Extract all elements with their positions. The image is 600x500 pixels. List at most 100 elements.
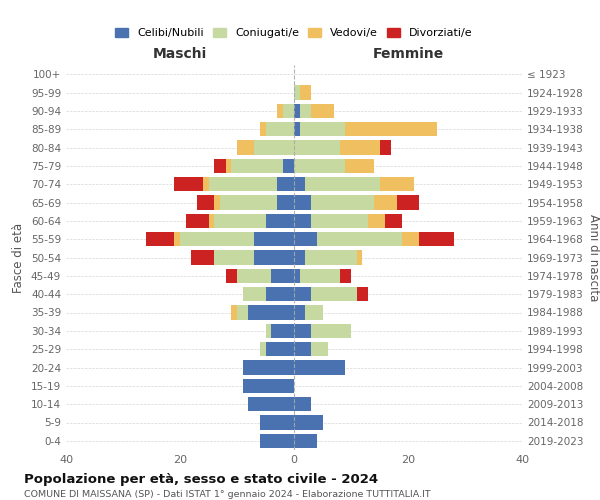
Bar [294, 158, 346, 173]
Bar [248, 397, 294, 411]
Bar [214, 250, 254, 264]
Bar [242, 360, 294, 374]
Bar [374, 196, 397, 209]
Bar [397, 196, 419, 209]
Bar [294, 177, 305, 192]
Bar [214, 158, 226, 173]
Bar [368, 214, 385, 228]
Bar [146, 232, 175, 246]
Bar [277, 196, 294, 209]
Bar [311, 214, 368, 228]
Bar [294, 140, 340, 154]
Bar [385, 214, 403, 228]
Bar [300, 268, 340, 283]
Bar [294, 434, 317, 448]
Bar [305, 250, 356, 264]
Bar [294, 360, 346, 374]
Bar [203, 177, 209, 192]
Bar [214, 214, 265, 228]
Bar [283, 104, 294, 118]
Bar [175, 232, 180, 246]
Bar [305, 306, 323, 320]
Bar [237, 306, 248, 320]
Bar [186, 214, 209, 228]
Bar [254, 140, 294, 154]
Bar [220, 196, 277, 209]
Bar [260, 416, 294, 430]
Bar [311, 196, 374, 209]
Bar [283, 158, 294, 173]
Bar [248, 306, 294, 320]
Bar [294, 250, 305, 264]
Bar [305, 177, 380, 192]
Bar [294, 287, 311, 302]
Bar [294, 232, 317, 246]
Bar [419, 232, 454, 246]
Text: COMUNE DI MAISSANA (SP) - Dati ISTAT 1° gennaio 2024 - Elaborazione TUTTITALIA.I: COMUNE DI MAISSANA (SP) - Dati ISTAT 1° … [24, 490, 431, 499]
Bar [294, 86, 300, 100]
Bar [300, 86, 311, 100]
Bar [403, 232, 419, 246]
Bar [265, 214, 294, 228]
Y-axis label: Anni di nascita: Anni di nascita [587, 214, 600, 301]
Bar [346, 158, 374, 173]
Bar [232, 158, 283, 173]
Bar [260, 342, 265, 356]
Bar [209, 177, 277, 192]
Bar [237, 140, 254, 154]
Bar [271, 268, 294, 283]
Bar [356, 287, 368, 302]
Bar [209, 214, 214, 228]
Bar [294, 122, 300, 136]
Bar [311, 287, 357, 302]
Text: Maschi: Maschi [153, 48, 207, 62]
Bar [300, 122, 346, 136]
Bar [254, 232, 294, 246]
Bar [271, 324, 294, 338]
Bar [294, 104, 300, 118]
Bar [197, 196, 214, 209]
Bar [265, 342, 294, 356]
Bar [380, 140, 391, 154]
Bar [277, 177, 294, 192]
Bar [294, 324, 311, 338]
Bar [294, 416, 323, 430]
Bar [311, 104, 334, 118]
Bar [380, 177, 414, 192]
Bar [340, 140, 380, 154]
Bar [237, 268, 271, 283]
Bar [356, 250, 362, 264]
Bar [232, 306, 237, 320]
Bar [265, 122, 294, 136]
Bar [226, 268, 237, 283]
Bar [277, 104, 283, 118]
Bar [260, 122, 265, 136]
Legend: Celibi/Nubili, Coniugati/e, Vedovi/e, Divorziati/e: Celibi/Nubili, Coniugati/e, Vedovi/e, Di… [112, 24, 476, 42]
Bar [260, 434, 294, 448]
Bar [294, 342, 311, 356]
Bar [311, 342, 328, 356]
Bar [346, 122, 437, 136]
Bar [226, 158, 232, 173]
Text: Femmine: Femmine [373, 48, 443, 62]
Bar [265, 287, 294, 302]
Y-axis label: Fasce di età: Fasce di età [13, 222, 25, 292]
Bar [254, 250, 294, 264]
Bar [294, 214, 311, 228]
Bar [294, 397, 311, 411]
Bar [180, 232, 254, 246]
Bar [300, 104, 311, 118]
Bar [294, 196, 311, 209]
Bar [317, 232, 403, 246]
Bar [311, 324, 351, 338]
Bar [175, 177, 203, 192]
Bar [242, 378, 294, 393]
Text: Popolazione per età, sesso e stato civile - 2024: Popolazione per età, sesso e stato civil… [24, 472, 378, 486]
Bar [294, 268, 300, 283]
Bar [242, 287, 265, 302]
Bar [340, 268, 351, 283]
Bar [214, 196, 220, 209]
Bar [191, 250, 214, 264]
Bar [294, 306, 305, 320]
Bar [265, 324, 271, 338]
